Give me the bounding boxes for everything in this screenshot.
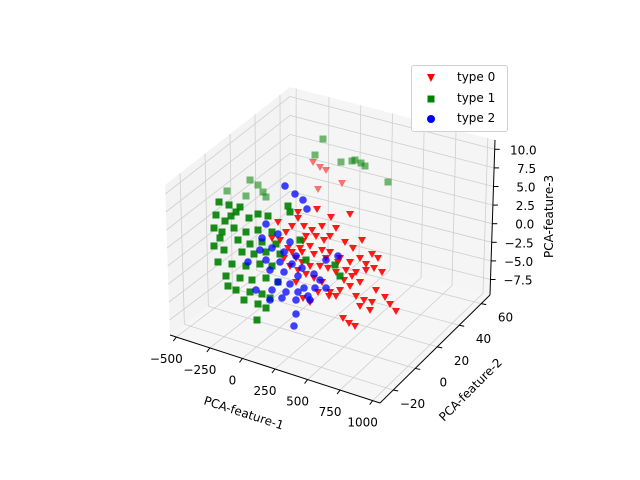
y-axis-label: PCA-feature-2: [436, 355, 505, 424]
x-axis-label: PCA-feature-1: [202, 394, 285, 433]
z-tick-label: −5.0: [504, 255, 533, 269]
y-tick-label: −20: [400, 397, 425, 411]
series-type-2: [244, 182, 342, 330]
legend-item-type-2: type 2: [412, 110, 507, 130]
legend-label: type 0: [457, 70, 496, 84]
axis-ticks: −500−250 0 250 500 750 1000 −20 0 20 40 60 −7.5 −5.0…: [150, 143, 537, 429]
z-tick-label: −2.5: [505, 236, 534, 250]
x-tick-label: 250: [254, 384, 277, 398]
legend-item-type-1: type 1: [412, 90, 507, 110]
x-tick-label: 750: [319, 405, 342, 419]
y-tick-label: 40: [476, 332, 491, 346]
scatter-points: [210, 135, 400, 330]
z-tick-label: 0.0: [515, 218, 534, 232]
triangle-down-marker-icon: [427, 74, 435, 82]
x-tick-label: −250: [183, 363, 216, 377]
y-tick-label: 60: [498, 311, 513, 325]
y-tick-label: 20: [454, 354, 469, 368]
y-tick-label: 0: [440, 375, 448, 389]
z-axis-label: PCA-feature-3: [542, 175, 556, 258]
legend-item-type-0: type 0: [412, 69, 507, 89]
legend: type 0 type 1 type 2: [411, 65, 508, 132]
z-tick-label: 2.5: [516, 199, 535, 213]
x-tick-label: −500: [150, 352, 183, 366]
z-tick-label: 10.0: [510, 143, 537, 157]
square-marker-icon: [427, 95, 435, 103]
legend-label: type 1: [457, 91, 496, 105]
x-tick-label: 500: [286, 395, 309, 409]
z-tick-label: 7.5: [517, 162, 536, 176]
x-tick-label: 0: [229, 373, 237, 387]
axes-panes: [165, 87, 495, 403]
x-tick-label: 1000: [347, 416, 378, 430]
circle-marker-icon: [427, 115, 435, 123]
z-tick-label: −7.5: [503, 274, 532, 288]
z-tick-label: 5.0: [516, 181, 535, 195]
legend-label: type 2: [457, 111, 496, 125]
